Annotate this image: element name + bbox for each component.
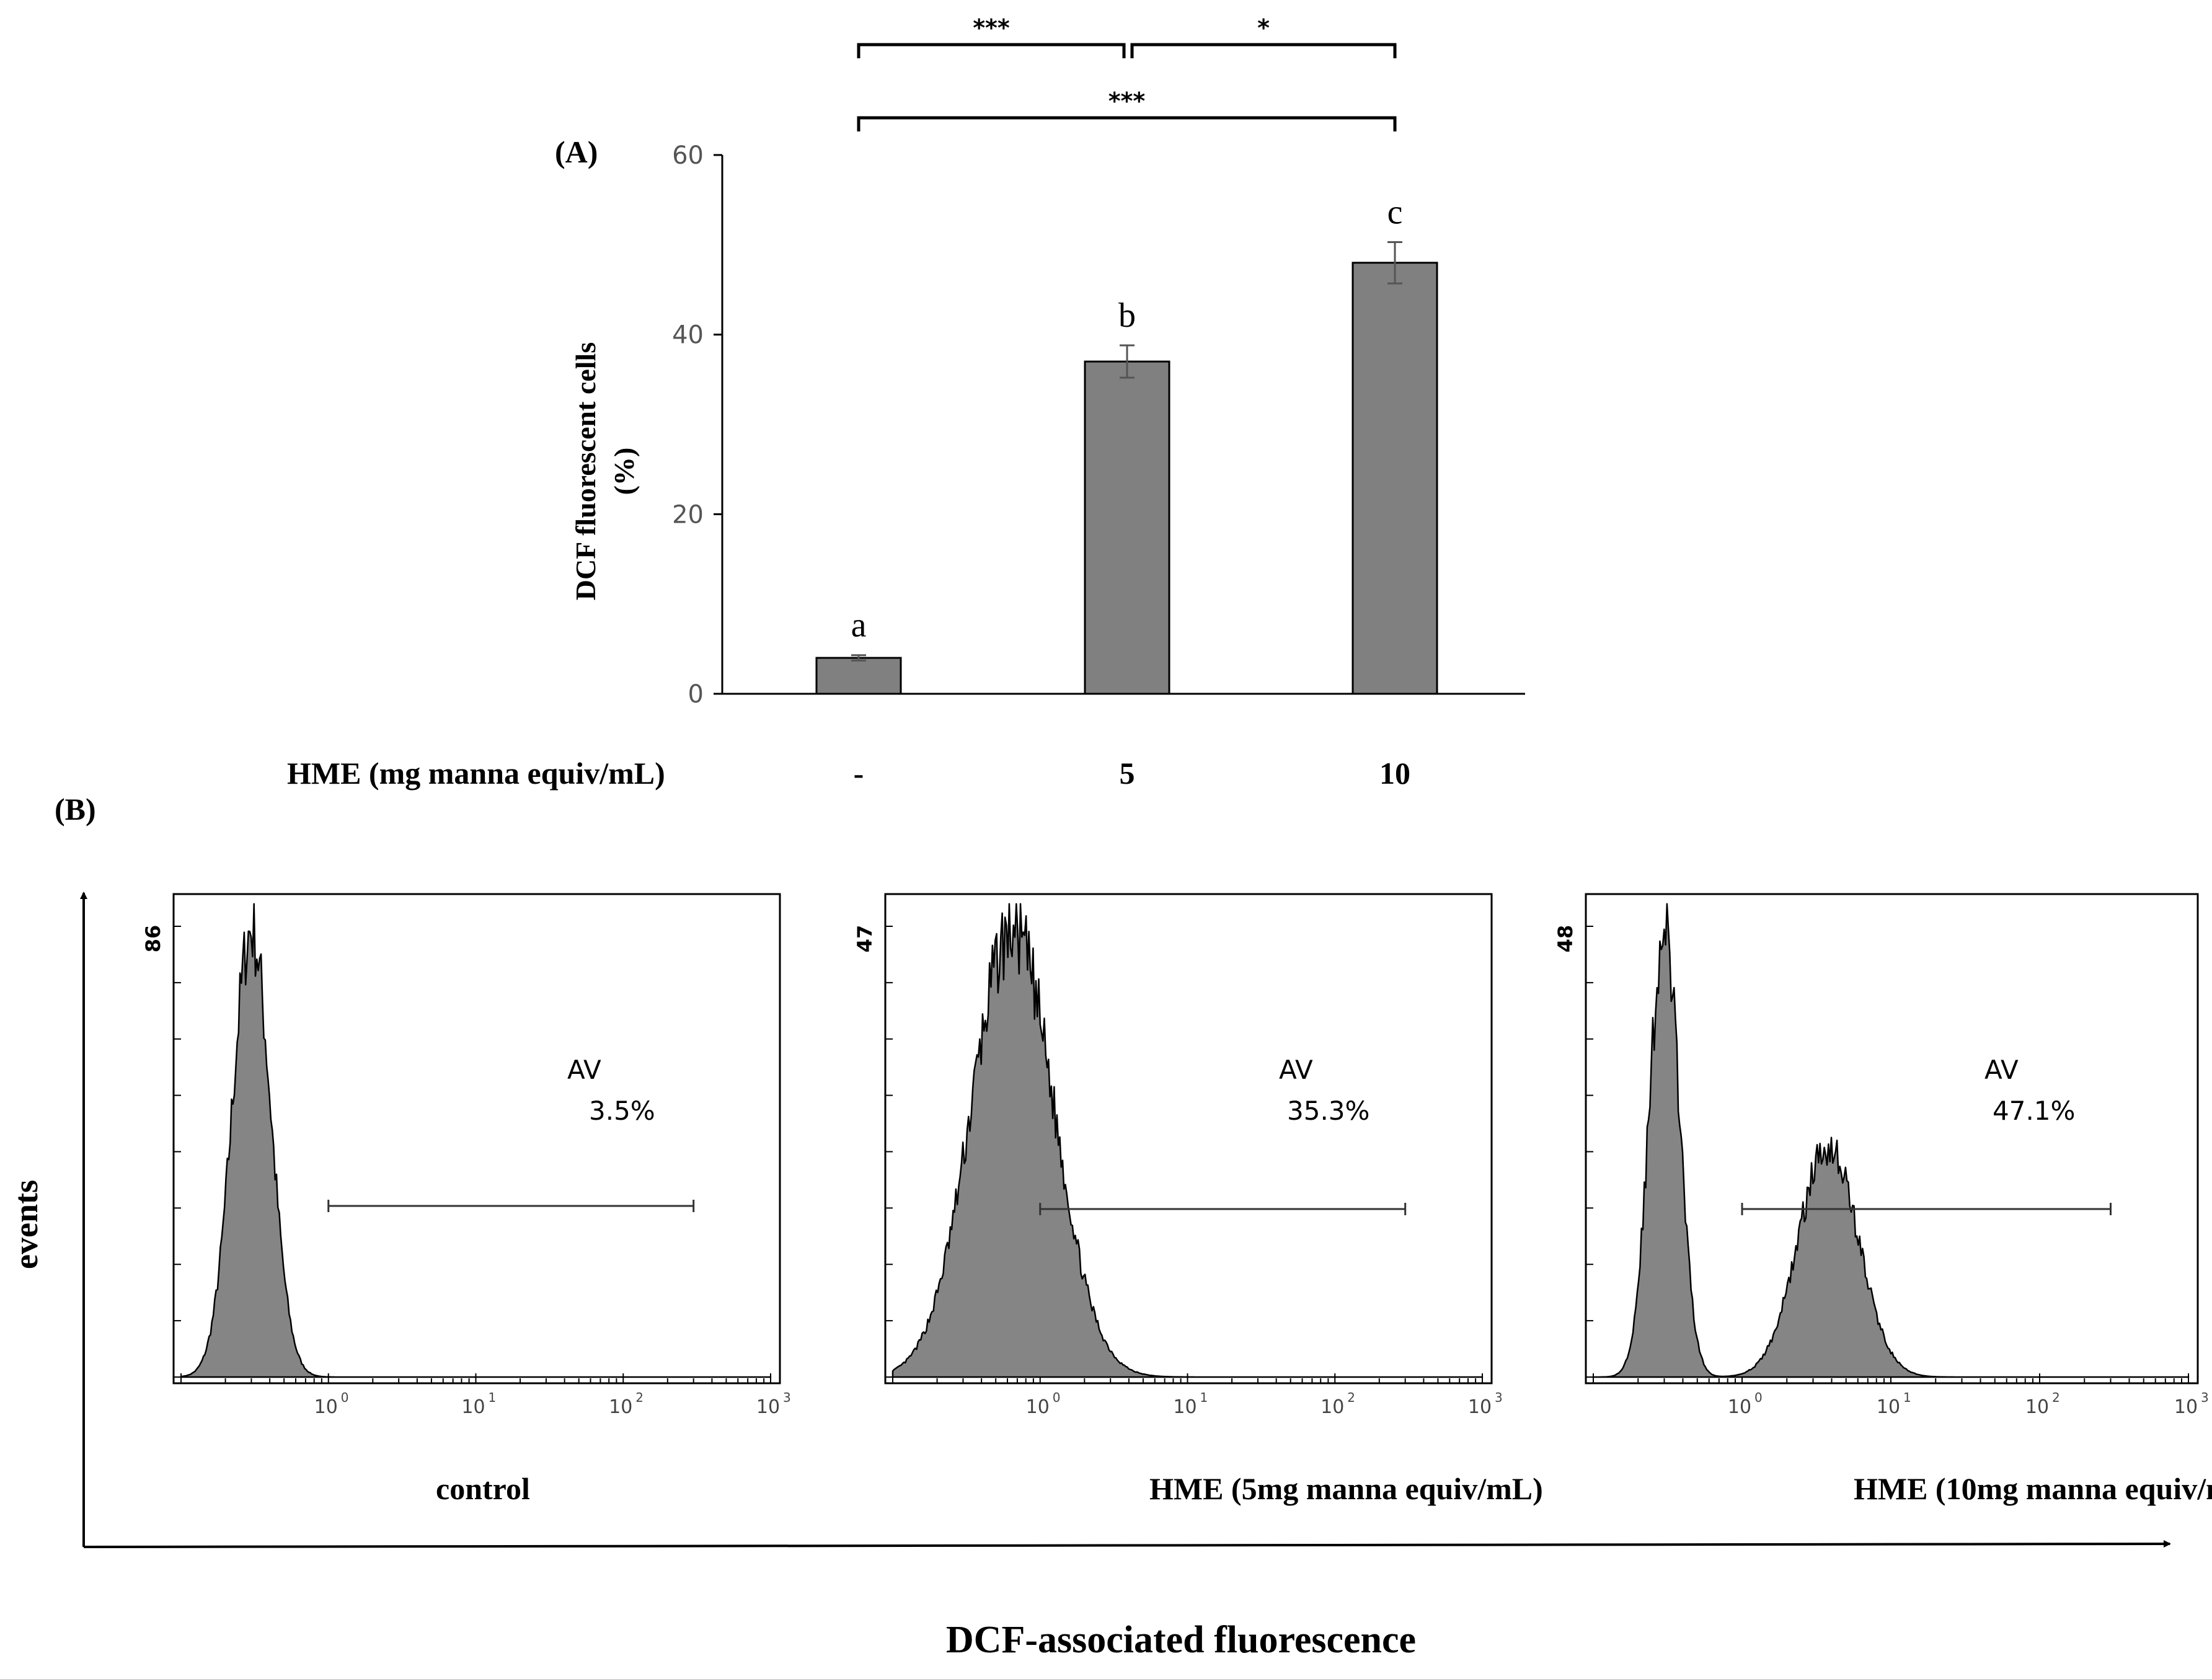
fluorescence-axis-arrow [83, 1540, 2171, 1548]
gate-name: AV [1984, 1055, 2019, 1085]
significance-stars: *** [1108, 87, 1146, 115]
x-tick-exponent: 1 [1903, 1390, 1911, 1405]
x-tick-exponent: 3 [783, 1390, 791, 1405]
gate-name: AV [567, 1055, 601, 1085]
x-tick-label: 10 [1026, 1396, 1050, 1418]
significance-brackets: *** **** [857, 14, 1397, 131]
category-label: 5 [1120, 756, 1135, 791]
significance-stars: *** [973, 14, 1010, 42]
x-tick-label: 10 [1321, 1396, 1344, 1418]
significance-stars: * [1257, 14, 1270, 42]
x-tick-label: 10 [461, 1396, 485, 1418]
x-tick-exponent: 2 [2052, 1390, 2060, 1405]
x-tick-exponent: 2 [635, 1390, 644, 1405]
gate-percentage: 47.1% [1993, 1096, 2075, 1126]
y-tick-label: 20 [672, 500, 704, 529]
y-max-label: 48 [1554, 925, 1577, 953]
significance-letter: b [1118, 296, 1136, 335]
histogram-caption: HME (5mg manna equiv/mL) [1149, 1471, 1543, 1506]
histogram-caption: control [436, 1471, 530, 1506]
bar-chart-marks: a - b 5 c 10 [815, 193, 1438, 791]
significance-letter: a [851, 606, 867, 645]
x-tick-label: 10 [2025, 1396, 2049, 1418]
events-axis-title: events [7, 1180, 45, 1269]
x-tick-exponent: 0 [1754, 1390, 1763, 1405]
x-tick-exponent: 0 [1053, 1390, 1061, 1405]
x-tick-label: 10 [1173, 1396, 1197, 1418]
significance-letter: c [1387, 193, 1403, 231]
histogram-trace [1592, 903, 2190, 1378]
x-tick-exponent: 1 [1200, 1390, 1208, 1405]
plot-frame [1585, 893, 2199, 1384]
category-label: 10 [1379, 756, 1410, 791]
y-max-label: 47 [853, 925, 877, 953]
y-tick-label: 40 [672, 321, 704, 350]
y-axis-title-line-1: DCF fluorescent cells [570, 342, 601, 600]
gate-percentage: 35.3% [1287, 1096, 1369, 1126]
gate-percentage: 3.5% [589, 1096, 655, 1126]
x-tick-exponent: 1 [489, 1390, 497, 1405]
panel-b-label: (B) [55, 792, 96, 826]
x-tick-label: 10 [314, 1396, 338, 1418]
significance-bracket [1130, 43, 1397, 58]
y-max-label: 86 [141, 925, 165, 953]
plot-frame [884, 893, 1493, 1384]
bar [1352, 262, 1438, 695]
treatment-axis-label: HME (mg manna equiv/mL) [287, 756, 665, 791]
x-tick-exponent: 0 [341, 1390, 349, 1405]
y-tick-label: 60 [672, 141, 704, 170]
x-tick-label: 10 [1468, 1396, 1492, 1418]
plot-frame [172, 893, 781, 1384]
x-tick-exponent: 3 [2201, 1390, 2209, 1405]
x-tick-label: 10 [2174, 1396, 2198, 1418]
histogram-caption: HME (10mg manna equiv/mL) [1854, 1471, 2212, 1506]
bar [1084, 360, 1170, 695]
histogram-trace [180, 903, 772, 1378]
histogram-trace [891, 903, 1484, 1378]
significance-bracket [857, 116, 1397, 131]
fluorescence-axis-title: DCF-associated fluorescence [946, 1619, 1416, 1661]
x-tick-label: 10 [609, 1396, 632, 1418]
x-tick-exponent: 3 [1495, 1390, 1503, 1405]
significance-bracket [857, 43, 1126, 58]
y-axis-title-line-2: (%) [608, 448, 640, 495]
x-tick-label: 10 [756, 1396, 780, 1418]
category-label: - [854, 756, 864, 791]
gate-name: AV [1279, 1055, 1313, 1085]
x-tick-label: 10 [1877, 1396, 1900, 1418]
y-tick-label: 0 [688, 680, 704, 709]
x-tick-exponent: 2 [1347, 1390, 1355, 1405]
x-tick-label: 10 [1728, 1396, 1751, 1418]
bar [815, 657, 902, 695]
panel-a-label: (A) [555, 135, 598, 169]
